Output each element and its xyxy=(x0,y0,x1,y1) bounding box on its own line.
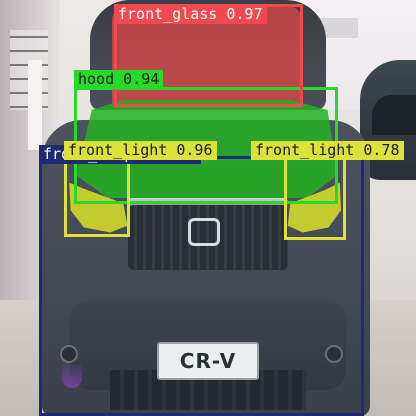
left-bumper-reflection xyxy=(62,362,82,388)
front-glass-label: front_glass 0.97 xyxy=(114,5,267,24)
license-plate: CR-V xyxy=(157,342,259,380)
left-front-light-box xyxy=(64,156,130,237)
hood-label: hood 0.94 xyxy=(74,70,164,89)
car-grille xyxy=(128,205,288,270)
right-front-light-label: front_light 0.78 xyxy=(251,141,404,160)
right-front-light-box xyxy=(284,156,346,240)
wall-sign xyxy=(318,18,358,38)
car-emblem xyxy=(188,218,220,246)
left-front-light-label: front_light 0.96 xyxy=(64,141,217,160)
white-pillar xyxy=(28,60,42,150)
background-car-window xyxy=(372,95,416,135)
right-fog-lamp xyxy=(325,345,343,363)
